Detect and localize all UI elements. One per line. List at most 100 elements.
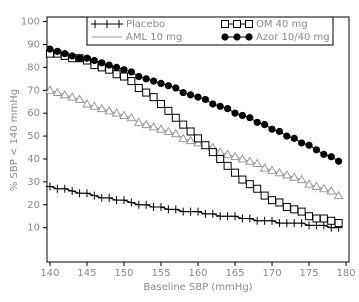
x-tick-label: 180 <box>336 268 355 279</box>
marker-plus <box>45 182 54 191</box>
marker-plus <box>245 214 254 223</box>
marker-circle <box>135 72 143 81</box>
marker-circle <box>290 134 298 142</box>
marker-triangle <box>170 128 181 138</box>
marker-circle <box>209 100 217 108</box>
legend-label: OM 40 mg <box>256 19 308 30</box>
marker-plus <box>223 212 232 221</box>
marker-circle <box>90 56 98 65</box>
marker-triangle <box>133 117 144 126</box>
marker-triangle <box>59 89 70 99</box>
legend-label: AML 10 mg <box>126 32 182 43</box>
marker-square <box>238 175 247 184</box>
marker-triangle <box>289 172 300 181</box>
marker-circle <box>320 150 328 158</box>
marker-circle <box>120 66 128 74</box>
marker-square <box>231 168 240 177</box>
marker-square <box>119 72 128 81</box>
marker-plus <box>201 209 210 218</box>
marker-plus <box>297 219 306 228</box>
marker-triangle <box>281 169 292 179</box>
marker-triangle <box>111 108 122 117</box>
marker-plus <box>112 196 121 205</box>
marker-square <box>179 120 188 129</box>
marker-triangle <box>304 179 314 188</box>
marker-square <box>134 83 143 92</box>
marker-square <box>201 141 210 150</box>
y-tick-label: 100 <box>21 17 40 28</box>
marker-triangle <box>244 156 255 165</box>
marker-triangle <box>215 147 226 156</box>
marker-triangle <box>119 110 129 119</box>
x-tick-label: 165 <box>225 268 244 279</box>
marker-triangle <box>45 85 55 94</box>
marker-square <box>216 154 225 163</box>
marker-plus <box>305 221 314 230</box>
marker-plus <box>105 193 114 202</box>
marker-square <box>142 88 151 97</box>
marker-circle <box>233 33 241 41</box>
legend: Placebo AML 10 mg OM 40 mg Azor 10/40 mg <box>86 16 334 46</box>
legend-label: Placebo <box>126 19 165 30</box>
marker-plus <box>179 207 188 216</box>
marker-square <box>312 214 321 223</box>
y-tick-label: 70 <box>27 85 40 96</box>
marker-square <box>164 106 173 115</box>
marker-plus <box>134 200 143 209</box>
marker-circle <box>53 47 61 55</box>
marker-circle <box>224 104 232 113</box>
x-tick-label: 175 <box>299 268 318 279</box>
marker-triangle <box>148 121 159 131</box>
marker-plus <box>275 219 284 228</box>
marker-circle <box>172 84 180 92</box>
marker-circle <box>68 52 76 60</box>
marker-triangle <box>89 101 100 110</box>
marker-square <box>186 127 195 136</box>
marker-plus <box>231 212 240 221</box>
marker-circle <box>75 54 84 62</box>
marker-circle <box>142 75 150 83</box>
marker-square <box>253 184 262 193</box>
y-tick-label: 10 <box>27 223 40 234</box>
marker-plus <box>164 205 173 214</box>
marker-square <box>245 180 254 189</box>
marker-circle <box>112 63 121 71</box>
marker-plus <box>91 20 99 28</box>
marker-triangle <box>52 87 63 97</box>
marker-circle <box>221 33 229 41</box>
marker-triangle <box>318 183 329 193</box>
marker-circle <box>105 61 113 69</box>
marker-plus <box>119 196 128 205</box>
marker-circle <box>127 68 135 76</box>
marker-triangle <box>82 99 92 108</box>
y-tick-label: 80 <box>27 62 40 73</box>
marker-plus <box>68 187 77 196</box>
marker-circle <box>246 114 254 122</box>
x-tick-label: 155 <box>151 268 170 279</box>
marker-triangle <box>252 158 263 168</box>
marker-square <box>171 113 180 122</box>
x-tick-label: 140 <box>40 268 59 279</box>
marker-plus <box>319 221 328 230</box>
x-tick-label: 150 <box>114 268 133 279</box>
marker-triangle <box>259 163 270 172</box>
legend-box <box>86 16 334 46</box>
marker-square <box>245 20 253 28</box>
marker-circle <box>335 157 343 165</box>
marker-plus <box>60 184 69 193</box>
marker-square <box>327 216 336 225</box>
marker-plus <box>208 209 217 218</box>
marker-circle <box>98 59 106 67</box>
marker-triangle <box>230 151 240 161</box>
marker-plus <box>156 203 165 212</box>
marker-plus <box>75 189 84 198</box>
marker-plus <box>82 189 91 198</box>
marker-circle <box>268 125 276 133</box>
marker-plus <box>312 221 321 230</box>
y-tick-label: 30 <box>27 177 40 188</box>
y-tick-label: 50 <box>27 131 40 142</box>
marker-triangle <box>96 103 107 113</box>
marker-triangle <box>178 133 189 142</box>
marker-plus <box>142 200 151 209</box>
marker-circle <box>253 118 261 126</box>
